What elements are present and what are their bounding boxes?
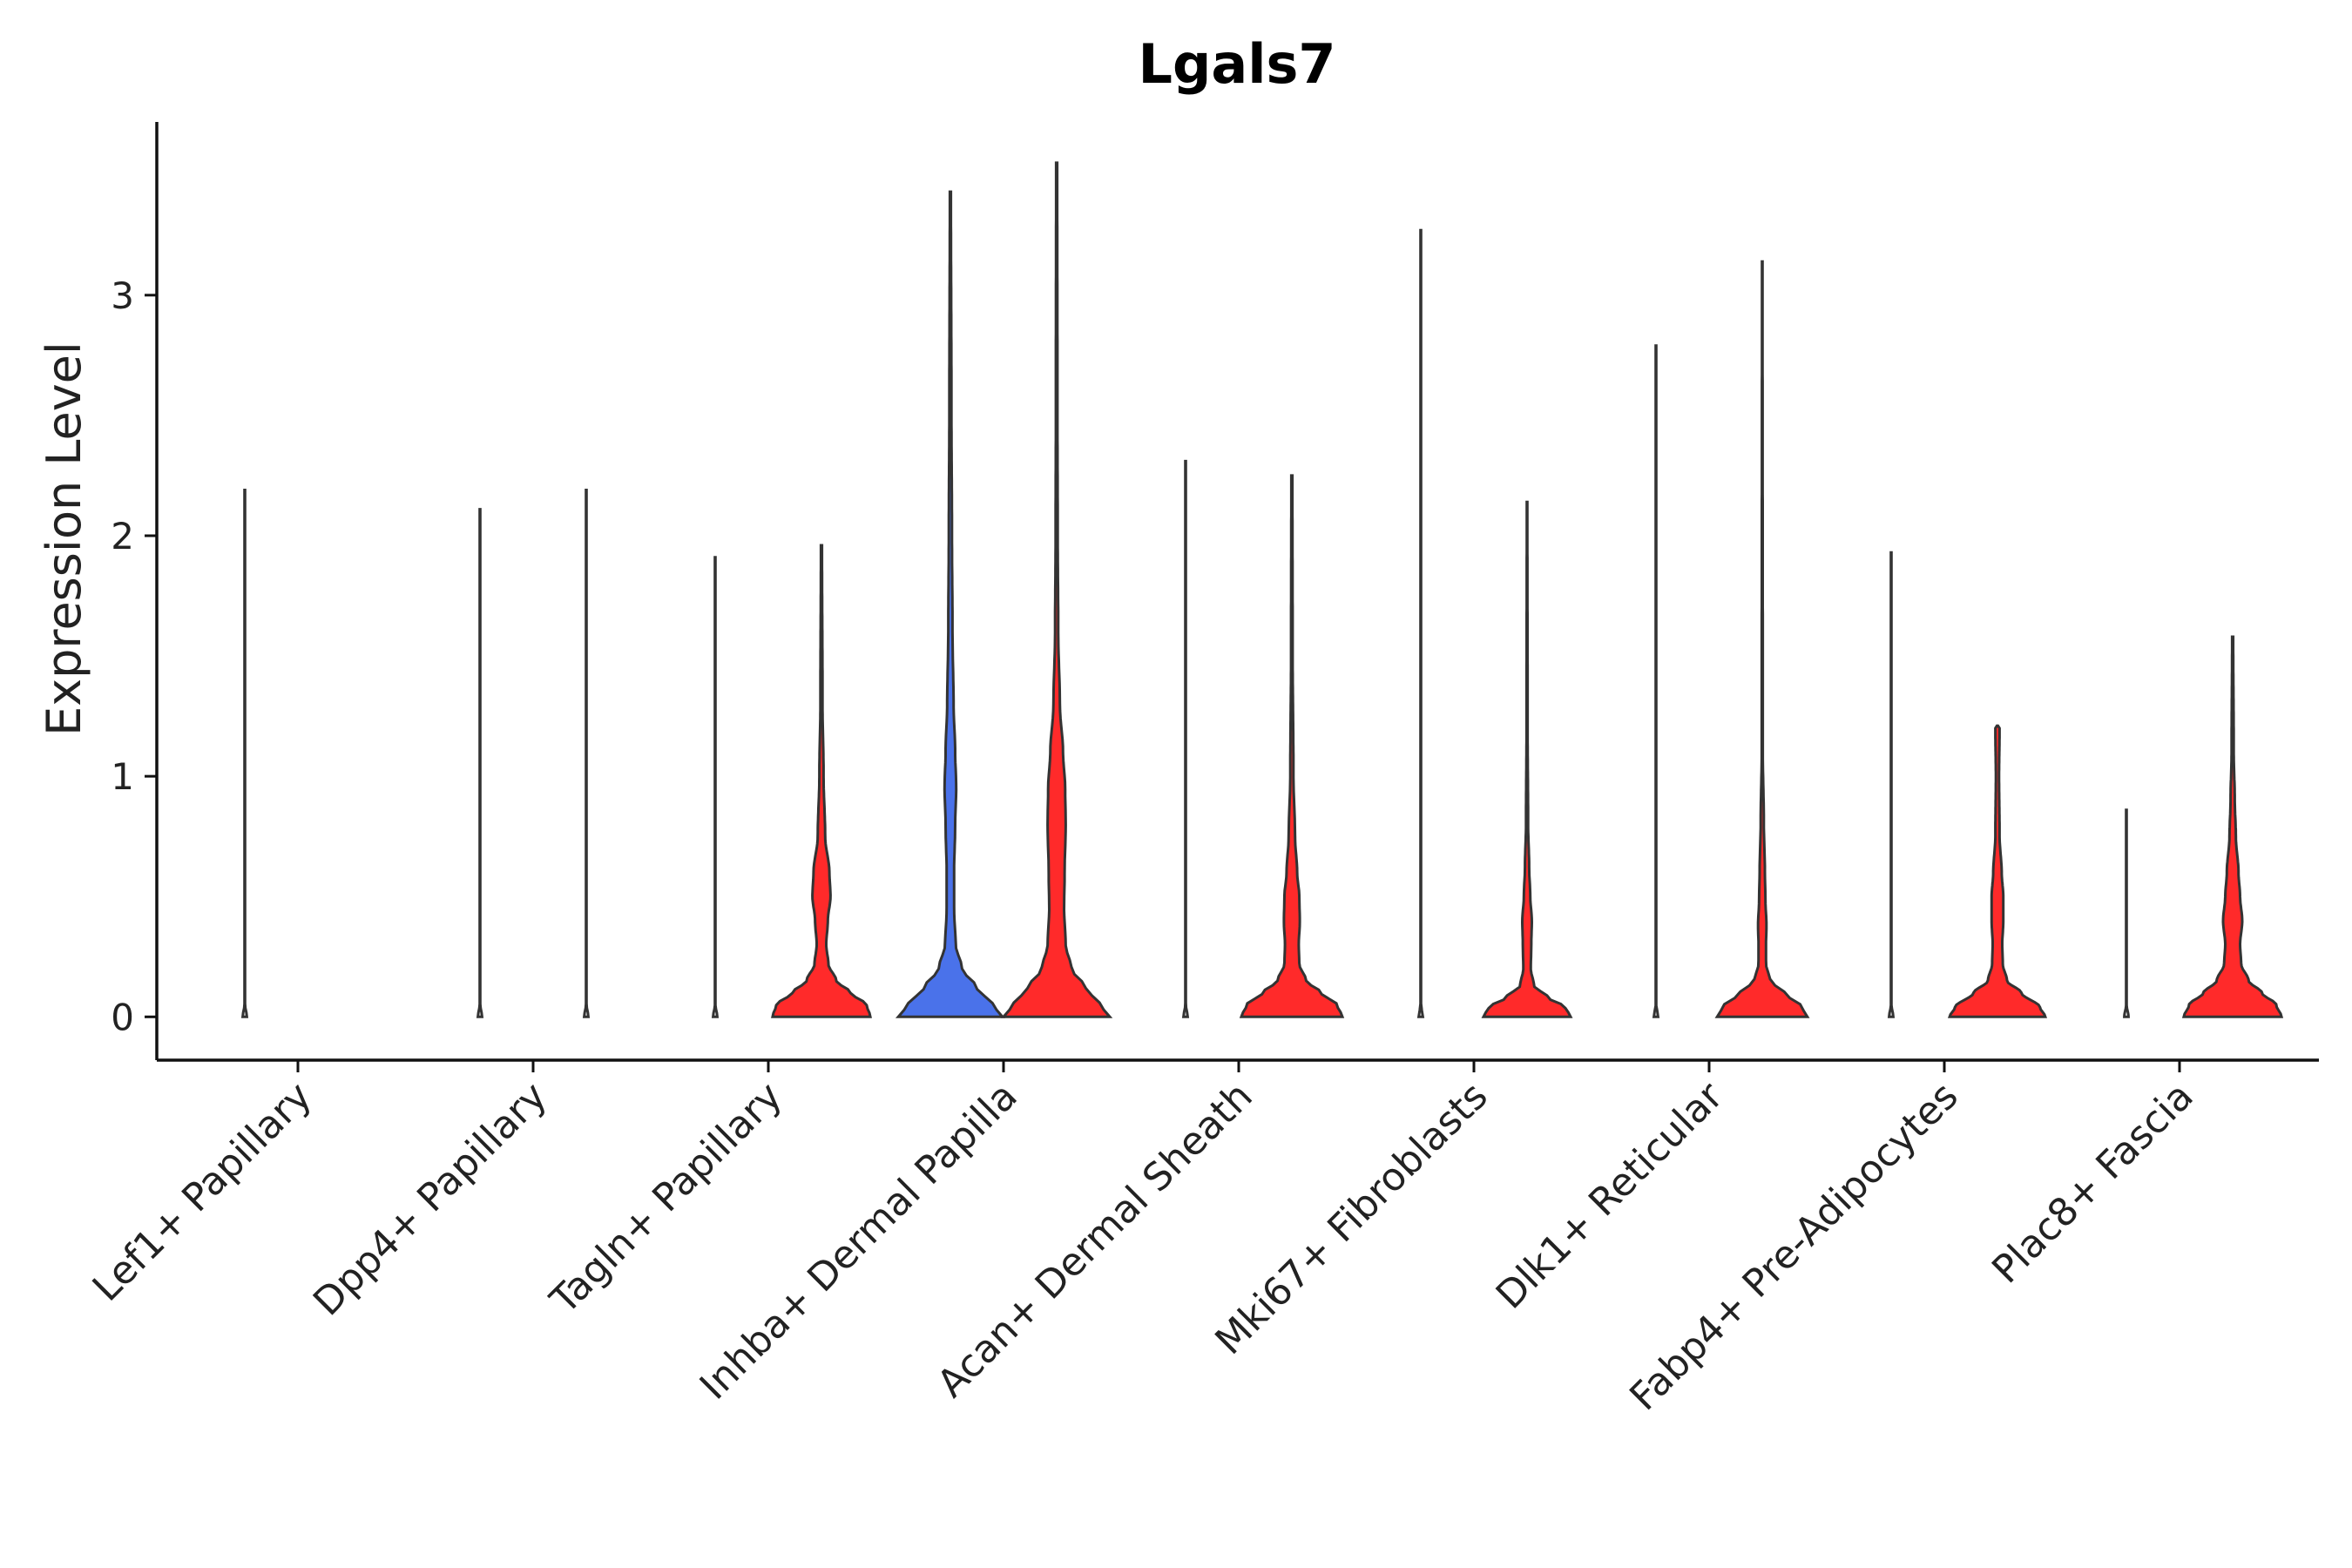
violin-dpp4-papillary-left bbox=[476, 508, 484, 1018]
violin-dpp4-papillary-right bbox=[582, 489, 591, 1018]
violin-acan-dermal-sheath-right bbox=[1239, 474, 1345, 1018]
violin-plac8-fascia-right bbox=[2181, 635, 2284, 1018]
y-axis-label: Expression Level bbox=[37, 341, 91, 736]
y-tick-label-2: 2 bbox=[111, 515, 134, 558]
violin-lef1-papillary-left bbox=[240, 489, 249, 1018]
x-tick-label-tagln-papillary: Tagln+ Papillary bbox=[542, 1074, 791, 1323]
violin-tagln-papillary-right bbox=[771, 544, 872, 1018]
violin-tagln-papillary-left bbox=[711, 556, 720, 1018]
y-ticks-group: 0 1 2 3 bbox=[111, 274, 157, 1038]
violin-plac8-fascia-left bbox=[2123, 808, 2130, 1018]
violin-inhba-dermal-papilla-left bbox=[895, 190, 1006, 1018]
x-tick-label-mki67-fibroblasts: Mki67+ Fibroblasts bbox=[1206, 1074, 1496, 1363]
x-tick-label-dpp4-papillary: Dpp4+ Papillary bbox=[305, 1074, 556, 1325]
violins-group bbox=[240, 161, 2284, 1018]
violin-inhba-dermal-papilla-right bbox=[1000, 161, 1113, 1018]
x-tick-label-lef1-papillary: Lef1+ Papillary bbox=[84, 1074, 321, 1310]
violin-fabp4-pre-adipocytes-right bbox=[1947, 724, 2048, 1018]
violin-mki67-fibroblasts-right bbox=[1481, 500, 1573, 1018]
x-tick-label-plac8-fascia: Plac8+ Fascia bbox=[1984, 1074, 2202, 1293]
chart-title: Lgals7 bbox=[1138, 32, 1335, 96]
y-tick-label-1: 1 bbox=[111, 755, 134, 798]
violin-mki67-fibroblasts-left bbox=[1416, 228, 1425, 1018]
y-tick-label-3: 3 bbox=[111, 274, 134, 317]
violin-acan-dermal-sheath-left bbox=[1181, 459, 1190, 1018]
y-tick-label-0: 0 bbox=[111, 996, 134, 1038]
violin-dlk1-reticular-left bbox=[1652, 344, 1660, 1018]
violin-dlk1-reticular-right bbox=[1714, 260, 1810, 1018]
x-tick-label-dlk1-reticular: Dlk1+ Reticular bbox=[1488, 1073, 1733, 1318]
violin-fabp4-pre-adipocytes-left bbox=[1887, 551, 1896, 1018]
